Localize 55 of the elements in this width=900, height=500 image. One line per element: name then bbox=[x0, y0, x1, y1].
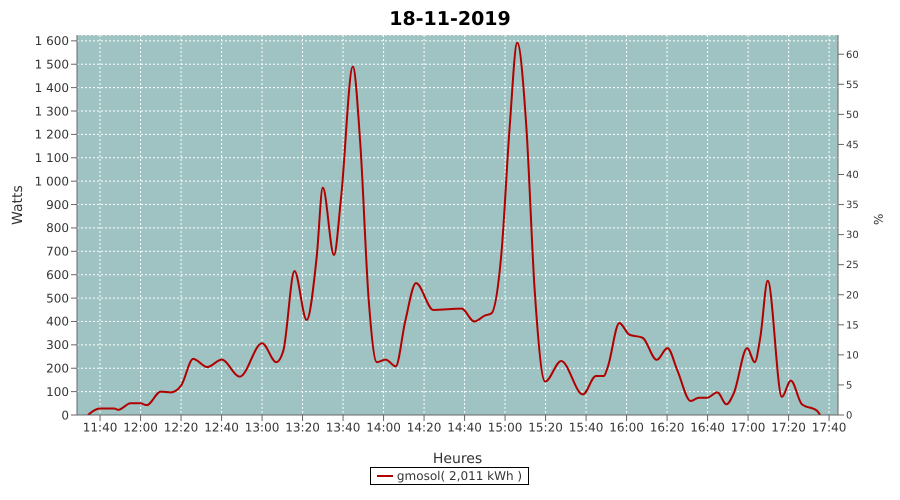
x-tick-label: 14:20 bbox=[406, 420, 442, 435]
x-tick-label: 15:00 bbox=[488, 420, 522, 435]
y-tick-label: 200 bbox=[46, 361, 69, 376]
y2-tick-label: 30 bbox=[846, 230, 859, 242]
y2-tick-label: 20 bbox=[846, 290, 859, 302]
y-tick-label: 700 bbox=[46, 244, 69, 259]
chart-title: 18-11-2019 bbox=[388, 8, 512, 32]
y2-axis-title: % bbox=[870, 214, 885, 225]
x-tick-label: 12:00 bbox=[123, 420, 158, 435]
y-tick-label: 600 bbox=[46, 268, 69, 282]
x-tick-label: 14:40 bbox=[447, 420, 482, 435]
x-tick-label: 12:20 bbox=[164, 420, 198, 435]
y2-tick-label: 15 bbox=[846, 320, 859, 332]
y2-tick-label: 55 bbox=[846, 80, 859, 91]
x-tick-label: 16:40 bbox=[690, 420, 725, 435]
legend-label: gmosol( 2,011 kWh ) bbox=[396, 469, 522, 483]
y2-tick-label: 50 bbox=[846, 110, 859, 121]
y-tick-label: 500 bbox=[46, 291, 69, 306]
y-tick-label: 400 bbox=[46, 314, 69, 329]
y-axis-title: Watts bbox=[10, 185, 26, 225]
x-tick-label: 16:20 bbox=[650, 420, 684, 435]
y2-tick-label: 0 bbox=[846, 410, 852, 422]
y-tick-label: 800 bbox=[46, 221, 69, 236]
x-axis-title: Heures bbox=[432, 451, 482, 467]
x-tick-label: 16:00 bbox=[609, 420, 644, 435]
y-tick-label: 1 000 bbox=[34, 174, 69, 188]
x-tick-label: 17:20 bbox=[771, 420, 806, 435]
y-tick-label: 1 200 bbox=[34, 128, 69, 142]
line-series bbox=[86, 42, 822, 415]
x-tick-label: 14:00 bbox=[366, 420, 401, 435]
y-tick-label: 1 600 bbox=[34, 34, 69, 48]
y2-tick-label: 35 bbox=[846, 200, 859, 212]
y-tick-label: 900 bbox=[46, 198, 69, 212]
y2-tick-label: 5 bbox=[846, 380, 852, 392]
x-tick-label: 12:40 bbox=[204, 420, 239, 435]
y-tick-label: 1 500 bbox=[34, 57, 69, 72]
x-tick-label: 13:00 bbox=[244, 420, 280, 435]
x-tick-label: 17:00 bbox=[730, 420, 766, 435]
y-tick-label: 1 300 bbox=[34, 104, 69, 118]
y-tick-label: 1 100 bbox=[34, 151, 69, 166]
x-tick-label: 13:40 bbox=[326, 420, 360, 435]
y-tick-label: 100 bbox=[46, 384, 69, 399]
y-tick-label: 0 bbox=[61, 408, 69, 422]
x-tick-label: 13:20 bbox=[285, 420, 320, 435]
y-tick-label: 1 400 bbox=[34, 80, 69, 95]
y-tick-label: 300 bbox=[46, 338, 69, 352]
y2-tick-label: 25 bbox=[846, 260, 859, 272]
x-tick-label: 15:20 bbox=[528, 420, 563, 435]
x-tick-label: 11:40 bbox=[82, 420, 118, 435]
y2-tick-label: 10 bbox=[846, 350, 859, 362]
x-tick-label: 15:40 bbox=[568, 420, 604, 435]
x-tick-label: 17:40 bbox=[812, 420, 846, 435]
y2-tick-label: 45 bbox=[846, 140, 859, 151]
y2-tick-label: 40 bbox=[846, 170, 859, 182]
y2-tick-label: 60 bbox=[846, 50, 859, 61]
